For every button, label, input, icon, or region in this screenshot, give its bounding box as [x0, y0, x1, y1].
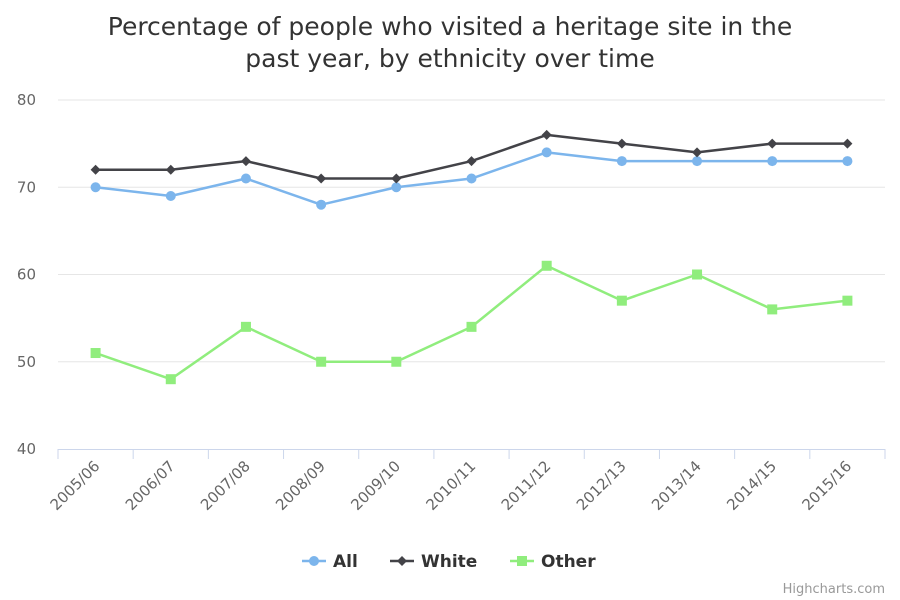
data-point-all-2005-06 [90, 182, 101, 193]
x-tick-label-2006-07: 2006/07 [122, 457, 179, 514]
data-point-all-2010-11 [466, 173, 477, 184]
legend-item-all[interactable]: All [302, 552, 358, 572]
x-axis [57, 449, 886, 459]
x-axis-labels: 2005/06 2006/07 2007/08 2008/09 2009/10 2010/… [47, 457, 856, 514]
data-point-white-2011-12 [541, 129, 552, 140]
data-point-all-2014-15 [767, 156, 778, 167]
x-tick-label-2009-10: 2009/10 [347, 457, 404, 514]
x-tick-label-2013-14: 2013/14 [648, 457, 705, 514]
legend-label-other: Other [541, 552, 596, 572]
legend-label-white: White [421, 552, 477, 572]
x-tick-label-2007-08: 2007/08 [197, 457, 254, 514]
x-tick-label-2012-13: 2012/13 [573, 457, 630, 514]
credits-link[interactable]: Highcharts.com [783, 582, 885, 597]
chart-title-line-2: past year, by ethnicity over time [245, 44, 654, 73]
data-point-all-2008-09 [316, 199, 327, 210]
data-point-white-2008-09 [316, 173, 327, 184]
x-tick-label-2011-12: 2011/12 [498, 457, 555, 514]
data-point-other-2011-12 [541, 260, 552, 271]
data-point-white-2005-06 [90, 164, 101, 175]
series-all [90, 147, 853, 210]
data-point-white-2015-16 [842, 138, 853, 149]
x-tick-label-2005-06: 2005/06 [47, 457, 104, 514]
data-point-other-2009-10 [391, 356, 402, 367]
data-point-white-2007-08 [240, 156, 251, 167]
data-point-white-2012-13 [616, 138, 627, 149]
chart-title-line-1: Percentage of people who visited a herit… [108, 12, 792, 41]
data-point-all-2012-13 [616, 156, 627, 167]
legend-marker-other [517, 556, 527, 566]
y-axis-labels: 40 50 60 70 80 [17, 91, 36, 458]
data-point-other-2006-07 [165, 374, 176, 385]
y-tick-label-50: 50 [17, 353, 36, 371]
data-point-white-2010-11 [466, 156, 477, 167]
series-white [90, 129, 853, 184]
legend-item-white[interactable]: White [390, 552, 477, 572]
y-tick-label-80: 80 [17, 91, 36, 109]
data-point-other-2012-13 [616, 295, 627, 306]
data-point-other-2007-08 [240, 321, 251, 332]
data-point-all-2011-12 [541, 147, 552, 158]
y-tick-label-70: 70 [17, 178, 36, 196]
data-point-all-2006-07 [165, 190, 176, 201]
x-tick-label-2008-09: 2008/09 [272, 457, 329, 514]
data-point-all-2015-16 [842, 156, 853, 167]
series-other [90, 260, 853, 385]
legend-item-other[interactable]: Other [510, 552, 596, 572]
data-point-all-2013-14 [692, 156, 703, 167]
legend-marker-all [309, 556, 319, 566]
x-tick-label-2015-16: 2015/16 [798, 457, 855, 514]
data-point-other-2015-16 [842, 295, 853, 306]
data-point-white-2013-14 [692, 147, 703, 158]
data-point-other-2010-11 [466, 321, 477, 332]
legend-label-all: All [333, 552, 358, 572]
x-tick-label-2014-15: 2014/15 [723, 457, 780, 514]
data-point-other-2013-14 [692, 269, 703, 280]
data-point-white-2014-15 [767, 138, 778, 149]
data-point-white-2009-10 [391, 173, 402, 184]
data-point-other-2008-09 [316, 356, 327, 367]
data-point-other-2005-06 [90, 348, 101, 359]
data-point-white-2006-07 [165, 164, 176, 175]
data-point-all-2009-10 [391, 182, 402, 193]
grid-lines [58, 99, 885, 363]
data-point-all-2007-08 [240, 173, 251, 184]
data-point-other-2014-15 [767, 304, 778, 315]
y-tick-label-60: 60 [17, 266, 36, 284]
x-tick-label-2010-11: 2010/11 [423, 457, 480, 514]
legend-marker-white [397, 556, 407, 566]
y-tick-label-40: 40 [17, 440, 36, 458]
series-group [90, 129, 853, 385]
legend[interactable]: All White Other [302, 552, 596, 572]
